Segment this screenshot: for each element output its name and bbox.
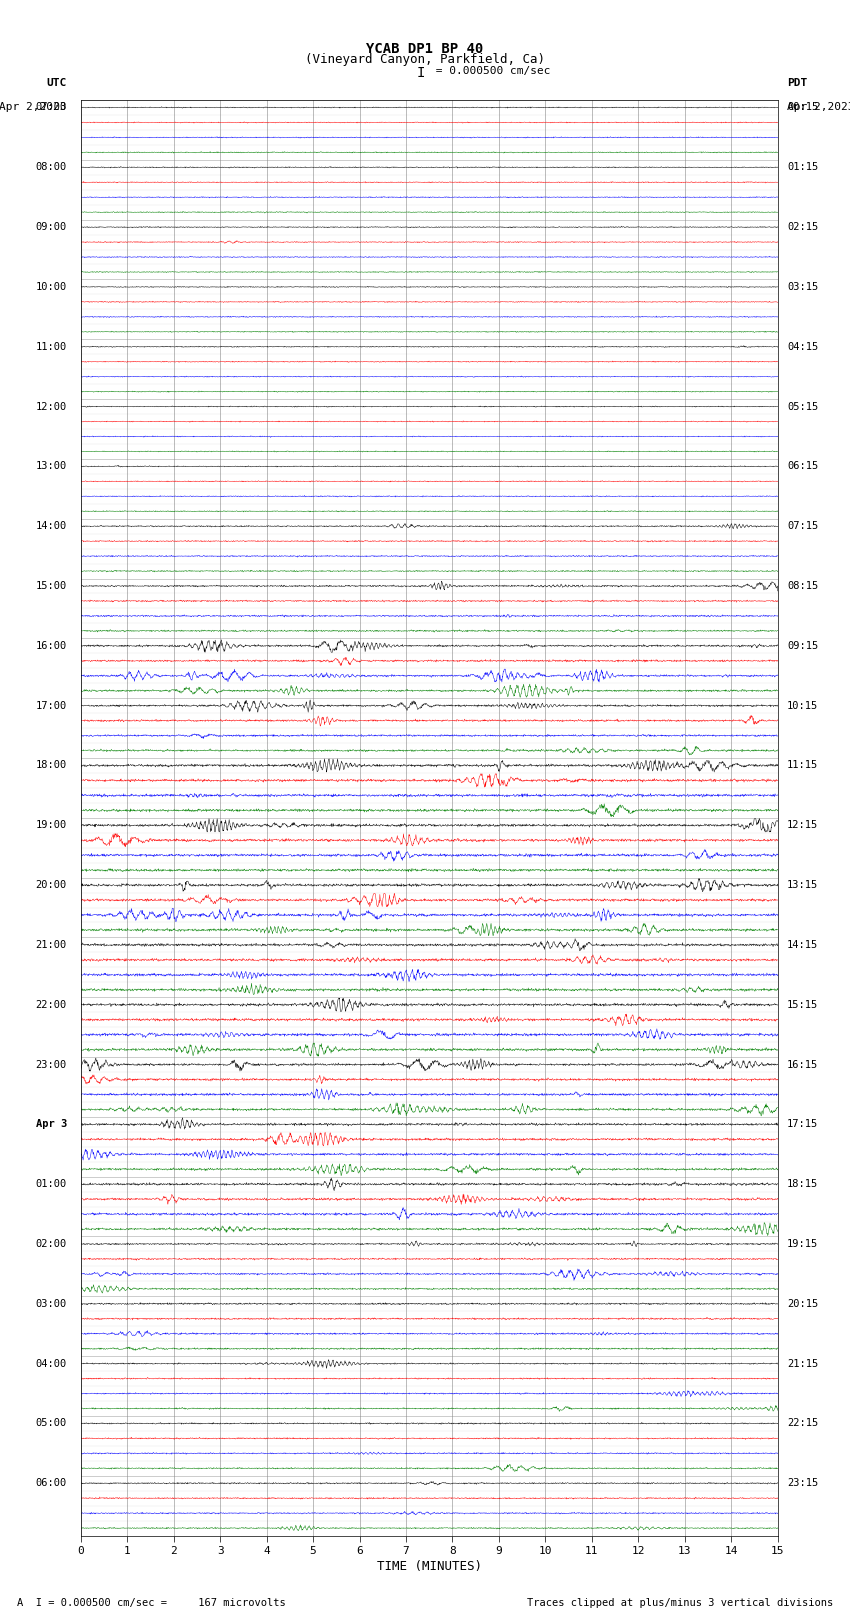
Text: 09:00: 09:00 [36, 223, 67, 232]
Text: 07:00: 07:00 [36, 103, 67, 113]
Text: 08:15: 08:15 [787, 581, 819, 590]
Text: I: I [416, 66, 425, 81]
Text: 15:15: 15:15 [787, 1000, 819, 1010]
Text: 21:00: 21:00 [36, 940, 67, 950]
Text: 22:15: 22:15 [787, 1418, 819, 1429]
Text: 11:15: 11:15 [787, 760, 819, 771]
Text: 16:00: 16:00 [36, 640, 67, 650]
Text: 10:15: 10:15 [787, 700, 819, 711]
Text: 04:00: 04:00 [36, 1358, 67, 1368]
Text: 22:00: 22:00 [36, 1000, 67, 1010]
Text: 16:15: 16:15 [787, 1060, 819, 1069]
Text: 23:15: 23:15 [787, 1478, 819, 1489]
Text: 19:15: 19:15 [787, 1239, 819, 1248]
Text: 18:15: 18:15 [787, 1179, 819, 1189]
Text: 03:00: 03:00 [36, 1298, 67, 1308]
Text: 07:15: 07:15 [787, 521, 819, 531]
Text: 15:00: 15:00 [36, 581, 67, 590]
Text: PDT: PDT [787, 77, 808, 89]
Text: A  I = 0.000500 cm/sec =     167 microvolts: A I = 0.000500 cm/sec = 167 microvolts [17, 1598, 286, 1608]
Text: Apr 2,2023: Apr 2,2023 [787, 102, 850, 111]
Text: 23:00: 23:00 [36, 1060, 67, 1069]
Text: Traces clipped at plus/minus 3 vertical divisions: Traces clipped at plus/minus 3 vertical … [527, 1598, 833, 1608]
Text: YCAB DP1 BP 40: YCAB DP1 BP 40 [366, 42, 484, 56]
Text: 19:00: 19:00 [36, 821, 67, 831]
Text: 17:00: 17:00 [36, 700, 67, 711]
Text: 00:15: 00:15 [787, 103, 819, 113]
X-axis label: TIME (MINUTES): TIME (MINUTES) [377, 1560, 482, 1573]
Text: 12:15: 12:15 [787, 821, 819, 831]
Text: Apr 3: Apr 3 [36, 1119, 67, 1129]
Text: 14:15: 14:15 [787, 940, 819, 950]
Text: 09:15: 09:15 [787, 640, 819, 650]
Text: 21:15: 21:15 [787, 1358, 819, 1368]
Text: 06:15: 06:15 [787, 461, 819, 471]
Text: 06:00: 06:00 [36, 1478, 67, 1489]
Text: 11:00: 11:00 [36, 342, 67, 352]
Text: 12:00: 12:00 [36, 402, 67, 411]
Text: 13:00: 13:00 [36, 461, 67, 471]
Text: 02:15: 02:15 [787, 223, 819, 232]
Text: 08:00: 08:00 [36, 163, 67, 173]
Text: 01:00: 01:00 [36, 1179, 67, 1189]
Text: = 0.000500 cm/sec: = 0.000500 cm/sec [429, 66, 551, 76]
Text: 20:00: 20:00 [36, 881, 67, 890]
Text: 18:00: 18:00 [36, 760, 67, 771]
Text: (Vineyard Canyon, Parkfield, Ca): (Vineyard Canyon, Parkfield, Ca) [305, 53, 545, 66]
Text: 14:00: 14:00 [36, 521, 67, 531]
Text: Apr 2,2023: Apr 2,2023 [0, 102, 67, 111]
Text: 03:15: 03:15 [787, 282, 819, 292]
Text: 02:00: 02:00 [36, 1239, 67, 1248]
Text: 20:15: 20:15 [787, 1298, 819, 1308]
Text: 01:15: 01:15 [787, 163, 819, 173]
Text: 04:15: 04:15 [787, 342, 819, 352]
Text: 05:15: 05:15 [787, 402, 819, 411]
Text: 10:00: 10:00 [36, 282, 67, 292]
Text: 13:15: 13:15 [787, 881, 819, 890]
Text: UTC: UTC [47, 77, 67, 89]
Text: 17:15: 17:15 [787, 1119, 819, 1129]
Text: 05:00: 05:00 [36, 1418, 67, 1429]
